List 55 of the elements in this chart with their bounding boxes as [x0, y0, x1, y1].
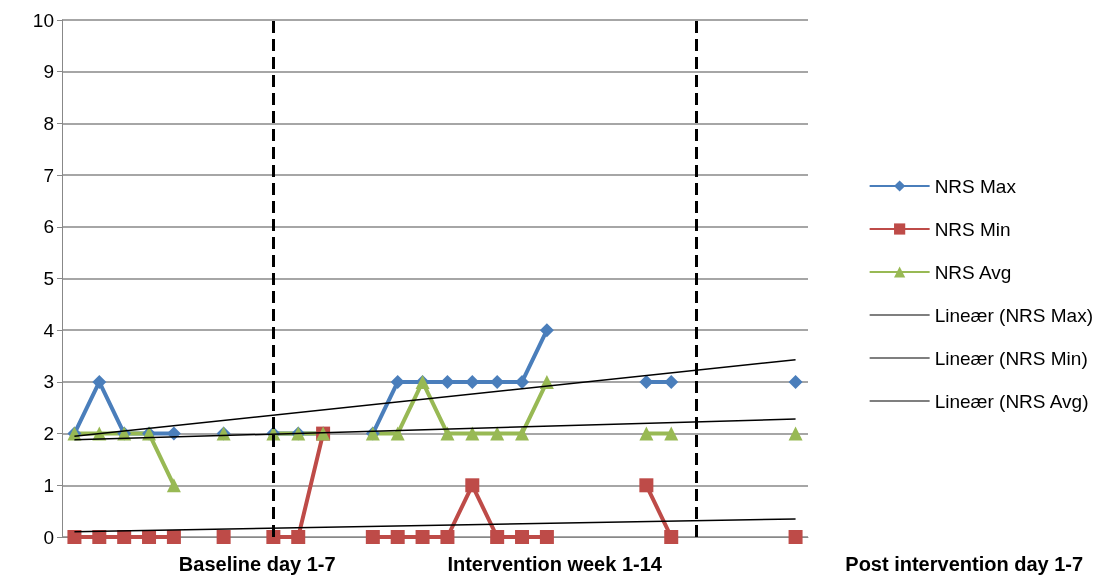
point — [415, 530, 430, 544]
y-tick-label: 8 — [43, 112, 54, 134]
point — [465, 478, 480, 493]
point — [664, 374, 679, 389]
legend-label: NRS Avg — [934, 261, 1012, 283]
point — [788, 426, 803, 441]
point — [216, 530, 231, 544]
point — [92, 374, 107, 389]
point — [67, 530, 82, 544]
point — [490, 530, 505, 544]
text: Post intervention day 1-7 — [845, 553, 1084, 575]
point — [390, 374, 405, 389]
y-tick-label: 3 — [43, 371, 54, 393]
point — [390, 530, 405, 544]
point — [166, 530, 181, 544]
point — [639, 426, 654, 441]
point — [639, 374, 654, 389]
point — [664, 426, 679, 441]
legend-label: NRS Max — [934, 175, 1017, 197]
point — [365, 530, 380, 544]
legend-label: Lineær (NRS Avg) — [934, 390, 1089, 412]
point — [465, 374, 480, 389]
point — [390, 426, 405, 441]
point — [788, 374, 803, 389]
point — [142, 530, 157, 544]
legend-label: NRS Min — [934, 218, 1011, 240]
y-tick-label: 9 — [43, 61, 54, 83]
y-tick-label: 10 — [32, 9, 54, 31]
y-tick-label: 1 — [43, 474, 54, 496]
point — [639, 478, 654, 493]
point — [788, 530, 803, 544]
point — [465, 426, 480, 441]
point — [515, 374, 530, 389]
y-tick-label: 7 — [43, 164, 54, 186]
legend-label: Lineær (NRS Min) — [934, 347, 1088, 369]
text: Intervention week 1-14 — [447, 553, 663, 575]
point — [539, 323, 554, 338]
point — [440, 374, 455, 389]
y-tick-label: 2 — [43, 423, 54, 445]
point — [515, 426, 530, 441]
point — [515, 530, 530, 544]
point — [92, 530, 107, 544]
point — [291, 530, 306, 544]
y-tick-label: 6 — [43, 216, 54, 238]
point — [166, 478, 181, 493]
legend-label: Lineær (NRS Max) — [934, 304, 1094, 326]
point — [539, 530, 554, 544]
text: Baseline day 1-7 — [178, 553, 336, 575]
point — [664, 530, 679, 544]
y-tick-label: 4 — [43, 319, 55, 341]
point — [490, 426, 505, 441]
y-tick-label: 5 — [43, 268, 54, 289]
y-tick-label: 0 — [43, 526, 54, 548]
point — [440, 530, 455, 544]
point — [440, 426, 455, 441]
